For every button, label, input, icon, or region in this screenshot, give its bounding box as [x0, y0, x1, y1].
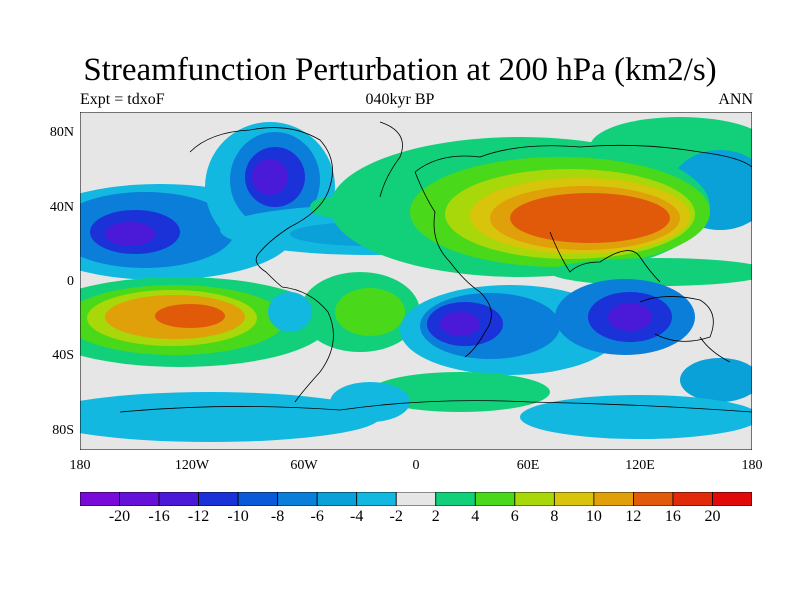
colorbar-box: [514, 492, 555, 506]
colorbar-box: [593, 492, 634, 506]
colorbar-label: -20: [108, 508, 131, 525]
colorbar: [80, 492, 752, 506]
colorbar-label: -10: [227, 508, 249, 525]
colorbar-box: [119, 492, 160, 506]
colorbar-box: [277, 492, 318, 506]
lat-label-40s: 40S: [52, 348, 74, 363]
colorbar-box: [474, 492, 516, 506]
colorbar-box: [158, 492, 199, 506]
lon-label-60e: 60E: [516, 458, 540, 473]
colorbar-box: [553, 492, 595, 506]
lon-label-0: 0: [412, 458, 420, 473]
colorbar-label: 20: [704, 508, 721, 525]
chart-title: Streamfunction Perturbation at 200 hPa (…: [83, 52, 717, 88]
lon-label-60w: 60W: [290, 458, 318, 473]
lon-label-180w: 180: [69, 458, 91, 473]
colorbar-label: -6: [310, 508, 324, 525]
colorbar-label: -8: [270, 508, 285, 525]
lat-label-80n: 80N: [49, 125, 74, 140]
experiment-label: Expt = tdxoF: [80, 91, 165, 108]
colorbar-box: [356, 492, 397, 506]
colorbar-box: [80, 492, 120, 506]
colorbar-label: 10: [585, 508, 602, 525]
season-label: ANN: [718, 91, 753, 108]
lon-label-180e: 180: [741, 458, 763, 473]
streamfunction-map: [80, 112, 752, 450]
colorbar-label: 6: [510, 508, 519, 525]
lat-label-eq: 0: [67, 274, 74, 289]
colorbar-box: [237, 492, 279, 506]
colorbar-box: [712, 492, 752, 506]
colorbar-label: 8: [550, 508, 559, 525]
lon-label-120w: 120W: [174, 458, 210, 473]
time-label: 040kyr BP: [365, 91, 435, 108]
lat-label-40n: 40N: [49, 200, 74, 215]
colorbar-box: [435, 492, 476, 506]
lon-label-120e: 120E: [625, 458, 655, 473]
colorbar-label: 16: [664, 508, 681, 525]
colorbar-label: -12: [187, 508, 210, 525]
colorbar-box: [672, 492, 713, 506]
colorbar-box: [633, 492, 674, 506]
coastlines: [119, 121, 752, 413]
colorbar-label: -4: [350, 508, 364, 525]
colorbar-label: -16: [148, 508, 170, 525]
contour-fills: [80, 117, 752, 442]
colorbar-box: [316, 492, 358, 506]
colorbar-box: [395, 492, 437, 506]
colorbar-label: -2: [389, 508, 403, 525]
colorbar-label: 12: [625, 508, 642, 525]
colorbar-label: 2: [431, 508, 440, 525]
lat-label-80s: 80S: [52, 423, 74, 438]
colorbar-box: [198, 492, 239, 506]
colorbar-label: 4: [471, 508, 480, 525]
